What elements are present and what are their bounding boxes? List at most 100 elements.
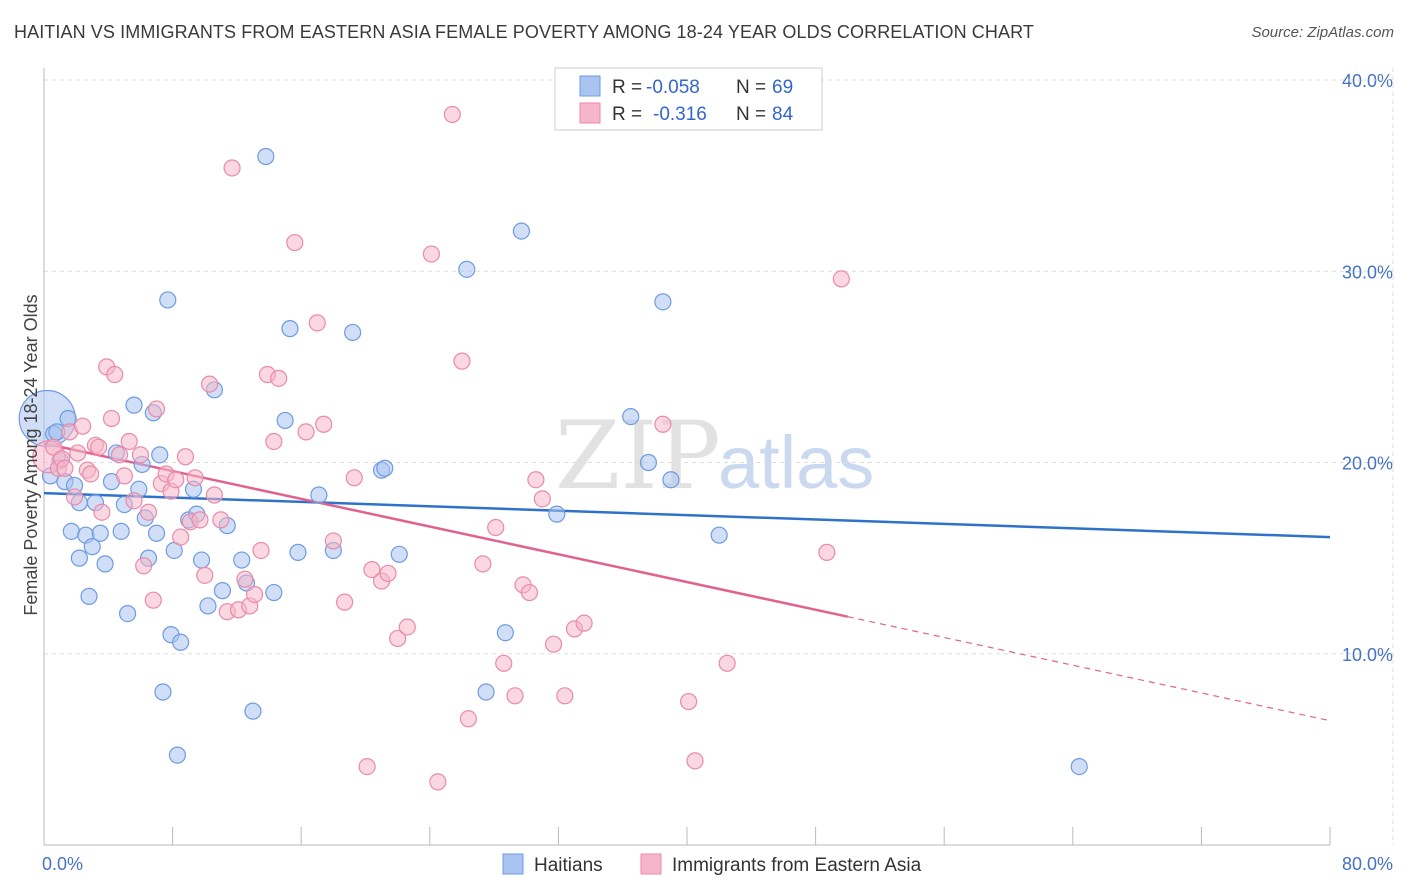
point-eastasia: [110, 446, 129, 464]
point-eastasia: [363, 560, 381, 579]
point-eastasia: [144, 591, 162, 609]
point-eastasia: [236, 570, 254, 588]
point-eastasia: [172, 528, 190, 546]
point-eastasia: [487, 518, 505, 537]
point-haitians: [83, 538, 101, 556]
point-haitians: [265, 583, 283, 602]
point-eastasia: [832, 270, 850, 288]
point-eastasia: [429, 773, 447, 791]
point-eastasia: [102, 409, 121, 428]
point-eastasia: [65, 488, 84, 506]
legend-n-value-eastasia: 84: [772, 104, 794, 125]
point-eastasia: [252, 541, 270, 560]
point-eastasia: [315, 415, 333, 433]
point-eastasia: [82, 465, 100, 483]
point-haitians: [344, 323, 362, 342]
y-axis-label: Female Poverty Among 18-24 Year Olds: [21, 294, 41, 615]
point-eastasia: [527, 471, 545, 489]
legend-r-label: R =: [612, 77, 642, 98]
trend-line-eastasia-extension: [847, 616, 1331, 722]
point-eastasia: [443, 105, 461, 124]
point-haitians: [654, 293, 672, 311]
x-tick-label-max: 80.0%: [1342, 854, 1393, 874]
point-haitians: [154, 683, 172, 701]
point-haitians: [1070, 757, 1088, 776]
point-eastasia: [324, 532, 342, 550]
gridlines: 10.0% 20.0% 30.0% 40.0%: [44, 68, 1394, 845]
data-points: [18, 105, 1088, 791]
point-eastasia: [270, 369, 288, 387]
point-haitians: [80, 587, 98, 605]
series-legend: Haitians Immigrants from Eastern Asia: [502, 853, 922, 876]
watermark: ZIP atlas: [555, 402, 874, 511]
point-eastasia: [575, 614, 593, 632]
point-eastasia: [69, 444, 87, 462]
point-eastasia: [286, 233, 304, 252]
point-eastasia: [680, 692, 698, 711]
point-haitians: [62, 522, 80, 540]
point-haitians: [257, 147, 275, 166]
point-haitians: [70, 549, 88, 567]
point-eastasia: [93, 503, 111, 521]
point-haitians: [244, 702, 262, 720]
bottom-legend-haitians: Haitians: [534, 855, 603, 876]
bottom-legend-eastasia: Immigrants from Eastern Asia: [672, 855, 922, 876]
legend-n-label: N =: [736, 77, 766, 98]
point-haitians: [548, 505, 566, 523]
point-eastasia: [120, 432, 138, 451]
point-eastasia: [125, 492, 143, 510]
legend-swatch-haitians: [579, 75, 601, 97]
legend-r-label-2: R =: [612, 104, 642, 125]
point-eastasia: [191, 511, 209, 529]
point-haitians: [289, 543, 307, 561]
legend-r-value-haitians: -0.058: [646, 77, 700, 98]
point-haitians: [172, 633, 190, 651]
point-eastasia: [212, 511, 230, 529]
point-haitians: [168, 746, 187, 764]
bottom-legend-swatch-eastasia: [640, 853, 662, 875]
point-eastasia: [379, 564, 397, 583]
point-eastasia: [389, 629, 407, 648]
point-eastasia: [115, 467, 133, 485]
point-haitians: [125, 396, 143, 414]
point-eastasia: [686, 752, 704, 770]
point-eastasia: [131, 446, 150, 464]
point-eastasia: [245, 585, 264, 604]
point-eastasia: [718, 654, 736, 672]
chart-title: HAITIAN VS IMMIGRANTS FROM EASTERN ASIA …: [14, 22, 1034, 42]
y-tick-label: 40.0%: [1342, 71, 1393, 91]
legend-n-value-haitians: 69: [772, 77, 793, 98]
point-eastasia: [453, 352, 471, 370]
point-eastasia: [73, 417, 92, 435]
point-haitians: [622, 408, 640, 426]
correlation-legend: R = -0.058 N = 69 R = -0.316 N = 84: [554, 67, 823, 131]
point-haitians: [147, 524, 166, 542]
trend-line-haitians: [43, 491, 1331, 539]
legend-swatch-eastasia: [579, 102, 601, 124]
point-eastasia: [205, 486, 223, 504]
point-eastasia: [106, 365, 124, 384]
point-haitians: [233, 551, 251, 569]
point-eastasia: [506, 687, 524, 705]
point-eastasia: [176, 448, 195, 466]
point-haitians: [477, 683, 495, 701]
point-haitians: [276, 411, 294, 430]
legend-n-label-2: N =: [736, 104, 766, 125]
point-eastasia: [167, 471, 185, 489]
point-eastasia: [345, 469, 363, 487]
point-haitians: [710, 526, 728, 544]
point-eastasia: [297, 423, 315, 441]
point-eastasia: [533, 490, 551, 508]
point-haitians: [639, 453, 658, 472]
point-haitians: [112, 522, 130, 540]
point-haitians: [281, 320, 299, 338]
point-eastasia: [818, 543, 836, 561]
point-eastasia: [495, 654, 513, 672]
point-haitians: [512, 222, 531, 240]
point-haitians: [662, 471, 680, 489]
point-haitians: [151, 446, 169, 464]
x-tick-label-min: 0.0%: [42, 854, 83, 874]
point-eastasia: [520, 583, 539, 602]
point-eastasia: [654, 415, 672, 433]
point-eastasia: [196, 566, 214, 584]
